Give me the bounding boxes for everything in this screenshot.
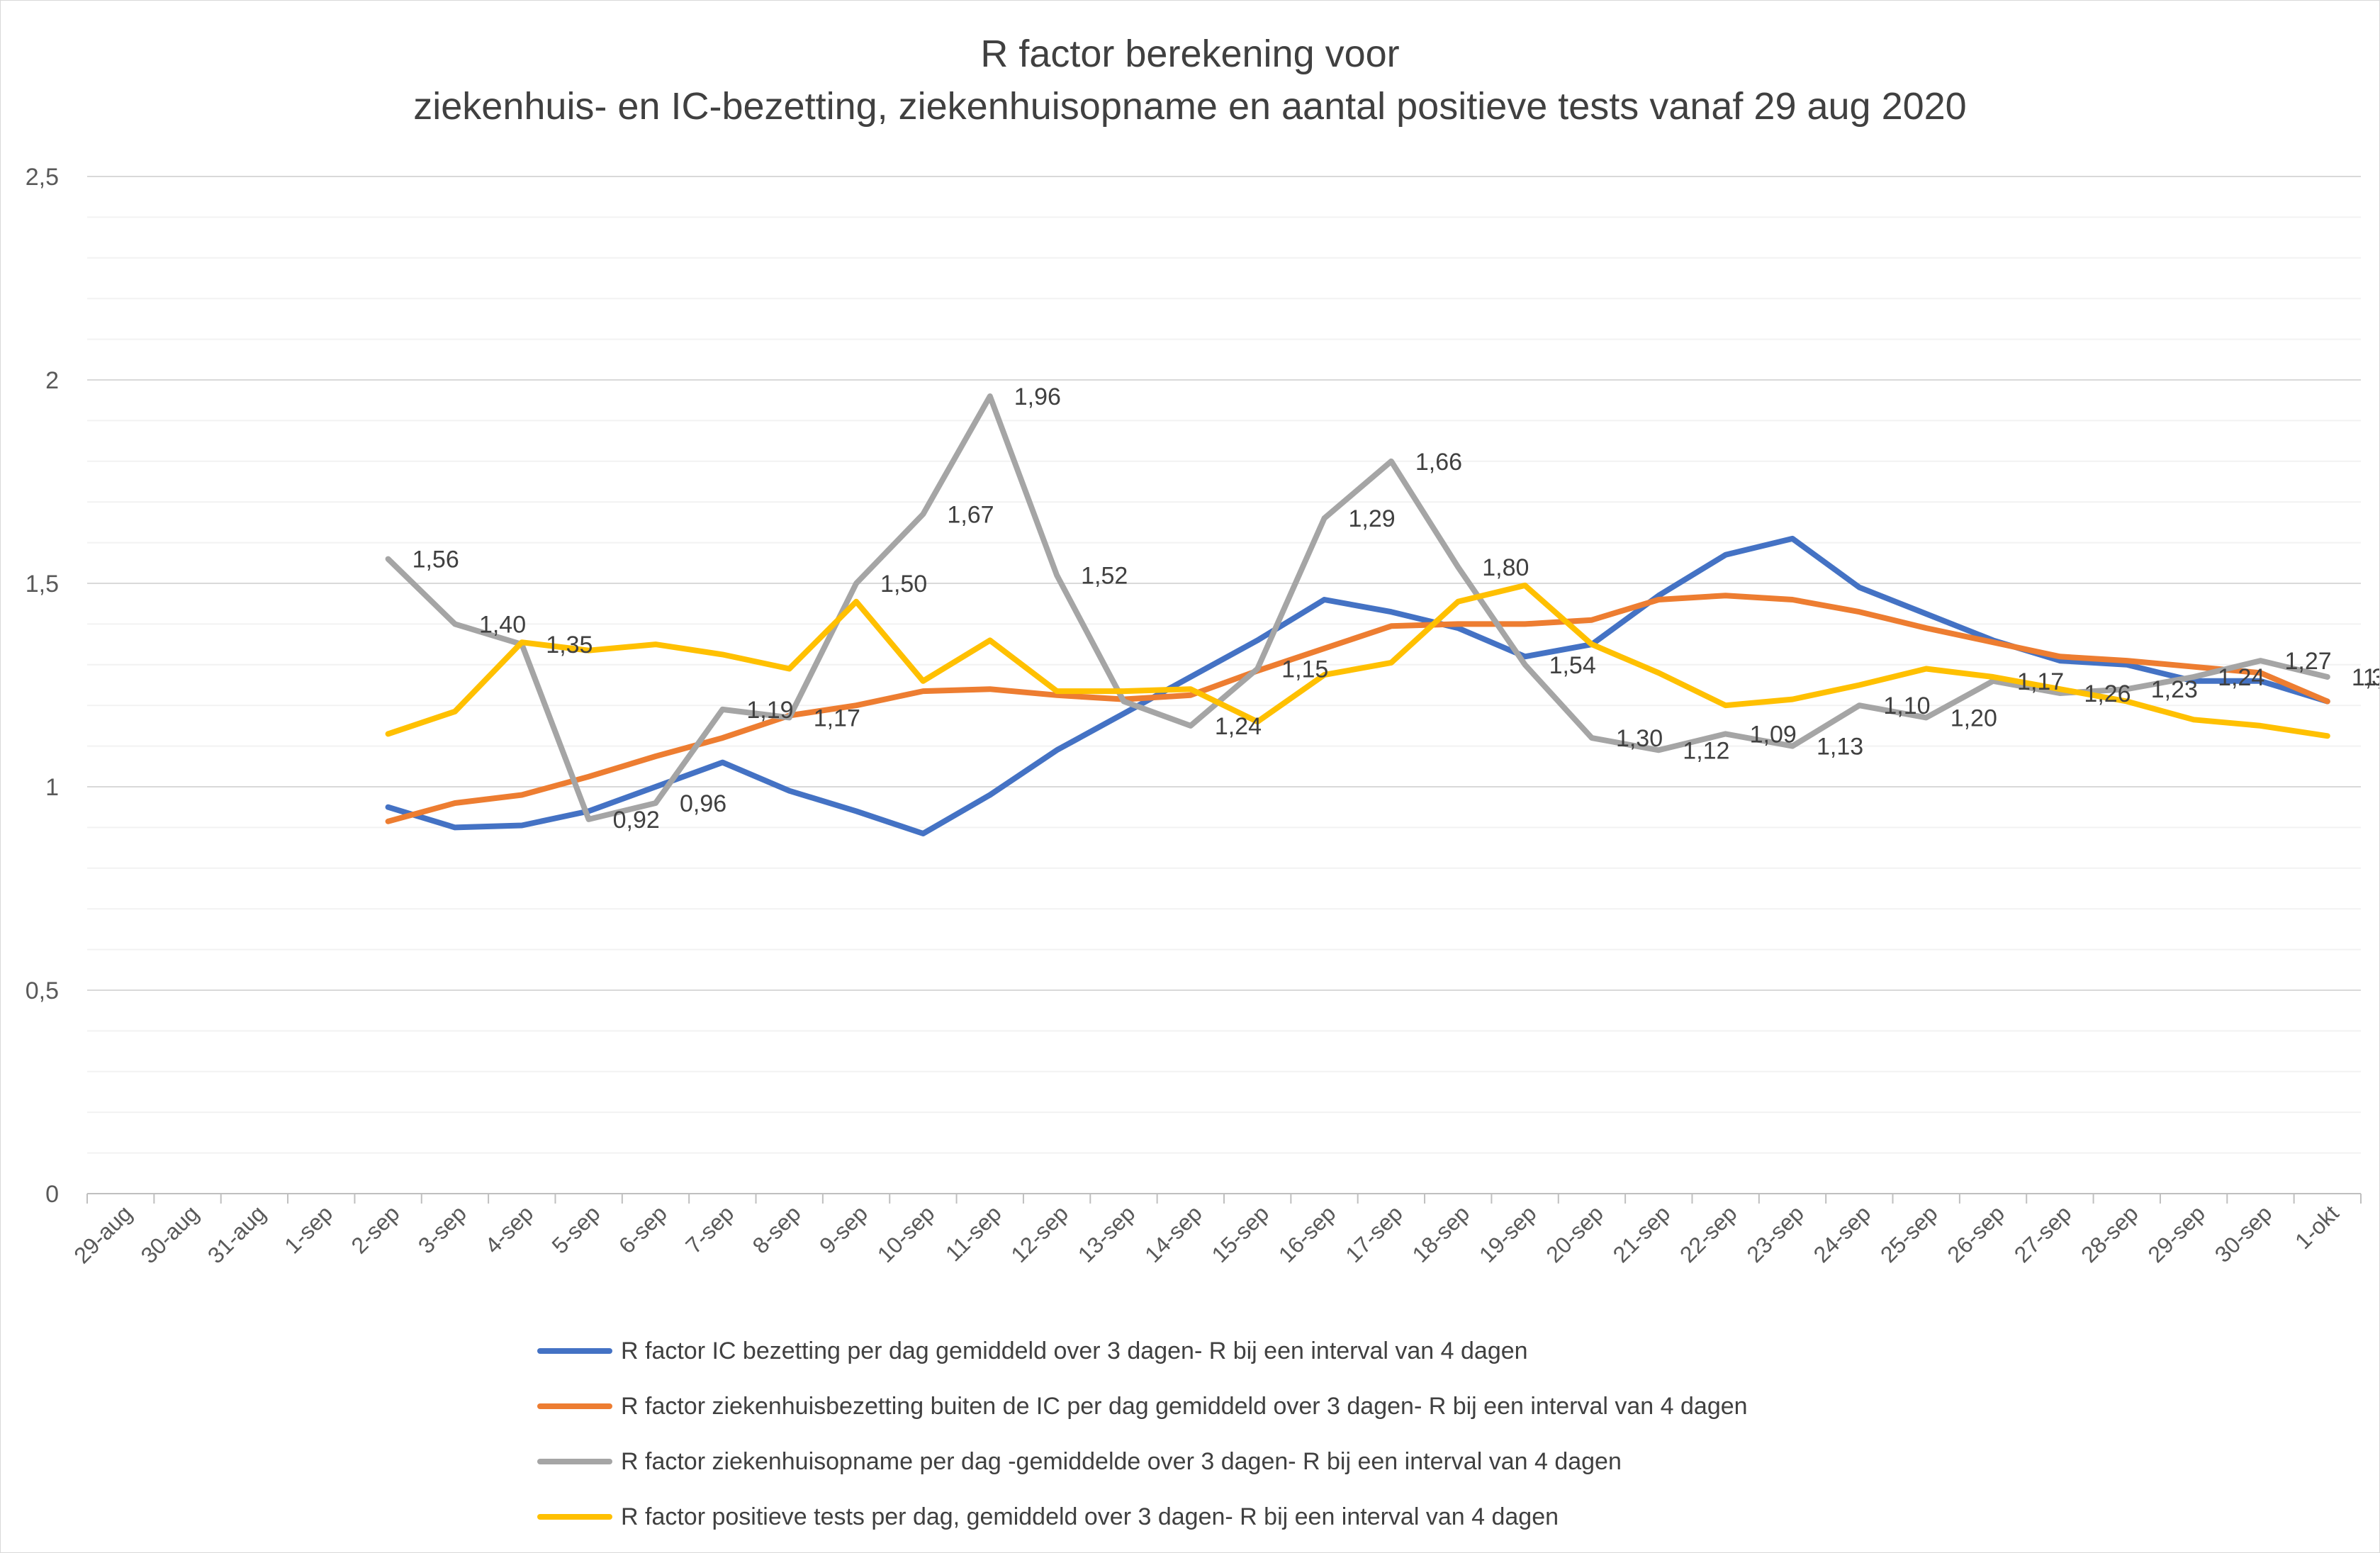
data-label: 1,50 (880, 571, 927, 598)
data-label: 1,31 (2352, 664, 2379, 691)
data-label: 1,54 (1549, 652, 1596, 679)
x-tick-label: 3-sep (413, 1200, 471, 1258)
x-tick-label: 1-okt (2290, 1200, 2344, 1254)
legend-item-admissions: R factor ziekenhuisopname per dag -gemid… (537, 1434, 1748, 1489)
data-label: 1,30 (1616, 725, 1663, 752)
chart-legend: R factor IC bezetting per dag gemiddeld … (537, 1323, 1748, 1544)
y-tick-label: 2 (45, 367, 59, 394)
x-tick-label: 5-sep (547, 1200, 605, 1258)
data-label: 1,29 (1349, 505, 1396, 532)
legend-label-admissions: R factor ziekenhuisopname per dag -gemid… (621, 1447, 1622, 1475)
x-tick-label: 30-aug (136, 1200, 204, 1268)
x-tick-label: 28-sep (2076, 1200, 2143, 1267)
x-tick-label: 15-sep (1206, 1200, 1274, 1267)
data-label: 0,96 (680, 790, 726, 817)
data-label: 1,66 (1415, 449, 1462, 476)
data-label: 1,35 (546, 632, 593, 658)
data-label: 1,23 (2151, 676, 2198, 703)
x-tick-label: 29-sep (2143, 1200, 2210, 1267)
x-tick-label: 10-sep (872, 1200, 940, 1267)
data-label: 1,24 (2218, 664, 2264, 691)
x-tick-label: 9-sep (814, 1200, 872, 1258)
chart-title-line-1: R factor berekening voor (980, 33, 1400, 75)
x-tick-label: 26-sep (1942, 1200, 2009, 1267)
data-label: 1,52 (1081, 563, 1128, 590)
x-tick-label: 18-sep (1408, 1200, 1475, 1267)
data-label: 0,92 (613, 807, 660, 834)
x-tick-label: 7-sep (680, 1200, 739, 1258)
data-label: 1,27 (2284, 648, 2331, 675)
data-label: 1,17 (814, 705, 860, 731)
x-tick-label: 2-sep (346, 1200, 404, 1258)
data-label: 1,67 (947, 501, 994, 528)
x-tick-label: 4-sep (480, 1200, 538, 1258)
legend-swatch-admissions (537, 1459, 612, 1464)
x-tick-label: 6-sep (614, 1200, 672, 1258)
data-label: 1,27 (2363, 664, 2379, 691)
x-tick-label: 12-sep (1006, 1200, 1073, 1267)
data-label: 1,26 (2084, 680, 2131, 707)
series-line-1 (385, 593, 2330, 824)
x-tick-label: 19-sep (1474, 1200, 1542, 1267)
legend-label-hospital-bed: R factor ziekenhuisbezetting buiten de I… (621, 1392, 1748, 1420)
data-label: 1,13 (1817, 734, 1863, 761)
data-label: 1,19 (746, 697, 793, 724)
x-tick-label: 21-sep (1608, 1200, 1675, 1267)
legend-label-positive-tests: R factor positieve tests per dag, gemidd… (621, 1503, 1559, 1530)
y-tick-label: 1,5 (26, 571, 59, 598)
data-label: 1,09 (1750, 721, 1797, 748)
x-tick-label: 11-sep (941, 1200, 1006, 1266)
x-tick-label: 8-sep (748, 1200, 806, 1258)
data-label: 1,12 (1683, 737, 1729, 764)
legend-swatch-ic (537, 1348, 612, 1354)
x-tick-label: 13-sep (1073, 1200, 1140, 1267)
legend-swatch-hospital-bed (537, 1403, 612, 1409)
x-tick-label: 22-sep (1675, 1200, 1742, 1267)
y-tick-label: 2,5 (26, 164, 59, 191)
x-tick-label: 25-sep (1875, 1200, 1943, 1267)
series-line-2 (385, 393, 2330, 822)
data-label: 1,24 (1215, 713, 1262, 740)
data-label: 1,56 (412, 546, 459, 573)
data-label: 1,20 (1950, 705, 1997, 731)
x-tick-label: 17-sep (1340, 1200, 1408, 1267)
x-tick-label: 14-sep (1140, 1200, 1207, 1267)
legend-item-hospital-bed: R factor ziekenhuisbezetting buiten de I… (537, 1379, 1748, 1434)
data-label: 1,96 (1014, 383, 1061, 410)
x-tick-label: 30-sep (2210, 1200, 2277, 1267)
x-tick-label: 1-sep (279, 1200, 337, 1258)
chart-title-line-2: ziekenhuis- en IC-bezetting, ziekenhuiso… (413, 85, 1967, 128)
series-line-3 (385, 582, 2330, 739)
y-tick-label: 0,5 (26, 977, 59, 1004)
legend-label-ic: R factor IC bezetting per dag gemiddeld … (621, 1337, 1528, 1364)
x-tick-label: 16-sep (1274, 1200, 1341, 1267)
data-label: 1,15 (1281, 656, 1328, 683)
x-tick-label: 20-sep (1541, 1200, 1608, 1267)
legend-item-ic: R factor IC bezetting per dag gemiddeld … (537, 1323, 1748, 1379)
x-tick-label: 27-sep (2009, 1200, 2077, 1267)
data-label: 1,40 (479, 611, 526, 638)
legend-item-positive-tests: R factor positieve tests per dag, gemidd… (537, 1489, 1748, 1544)
y-tick-label: 1 (45, 774, 59, 801)
y-tick-label: 0 (45, 1181, 59, 1208)
data-label: 1,10 (1883, 693, 1930, 719)
x-tick-label: 23-sep (1741, 1200, 1809, 1267)
x-tick-label: 31-aug (203, 1200, 271, 1268)
x-tick-label: 24-sep (1809, 1200, 1876, 1267)
legend-swatch-positive-tests (537, 1514, 612, 1520)
data-label: 1,80 (1482, 554, 1529, 581)
x-tick-label: 29-aug (69, 1200, 137, 1268)
data-label: 1,17 (2017, 668, 2064, 695)
